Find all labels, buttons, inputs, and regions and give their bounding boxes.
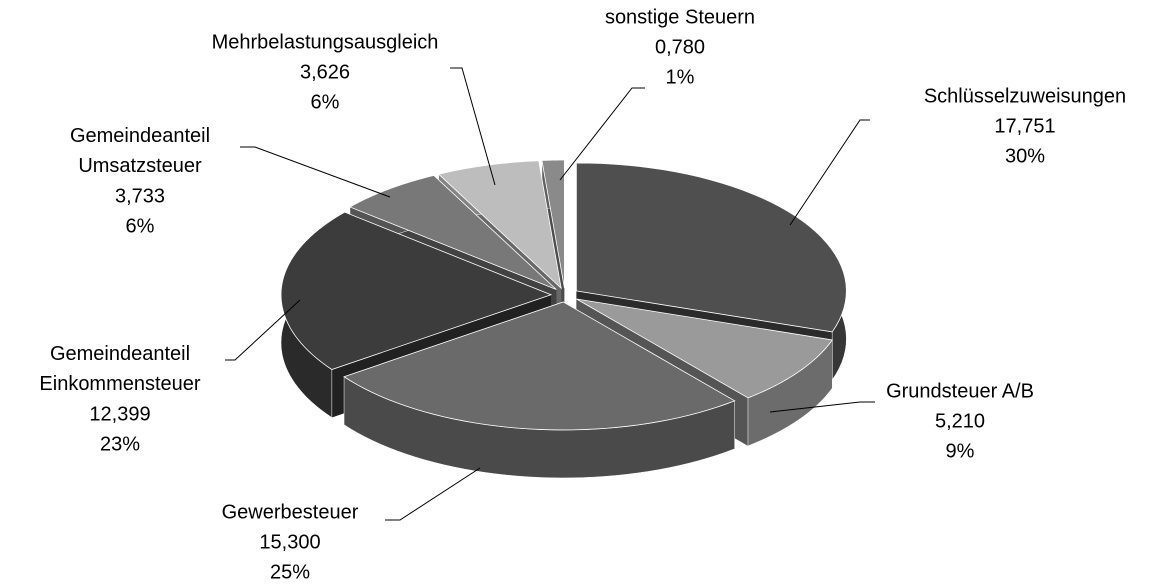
leader-line bbox=[225, 299, 301, 361]
value-label: 15,300 bbox=[259, 531, 320, 553]
percent-label: 25% bbox=[270, 561, 310, 583]
value-label: 5,210 bbox=[935, 410, 985, 432]
value-label: 3,733 bbox=[115, 185, 165, 207]
slice bbox=[280, 211, 553, 370]
slice bbox=[437, 160, 562, 290]
percent-label: 1% bbox=[666, 66, 695, 88]
category-label: Mehrbelastungsausgleich bbox=[212, 31, 439, 53]
slice bbox=[343, 301, 736, 431]
slice bbox=[541, 159, 565, 289]
percent-label: 30% bbox=[1005, 145, 1045, 167]
leader-line bbox=[559, 87, 645, 181]
percent-label: 6% bbox=[126, 215, 155, 237]
slice-tops bbox=[280, 159, 847, 431]
leader-line bbox=[789, 119, 870, 226]
value-label: 17,751 bbox=[994, 115, 1055, 137]
category-label: Grundsteuer A/B bbox=[886, 380, 1034, 402]
leader-line bbox=[385, 467, 481, 521]
category-label: Schlüsselzuweisungen bbox=[924, 85, 1126, 107]
leader-line bbox=[450, 67, 496, 186]
leader-line bbox=[240, 146, 391, 198]
category-label: Gemeindeanteil Einkommensteuer bbox=[39, 343, 201, 395]
slice bbox=[349, 175, 557, 290]
category-label: Gewerbesteuer bbox=[222, 501, 359, 523]
percent-label: 6% bbox=[311, 91, 340, 113]
leader-line bbox=[769, 401, 875, 413]
value-label: 3,626 bbox=[300, 61, 350, 83]
percent-label: 9% bbox=[946, 440, 975, 462]
value-label: 0,780 bbox=[655, 36, 705, 58]
value-label: 12,399 bbox=[89, 403, 150, 425]
category-label: sonstige Steuern bbox=[605, 6, 755, 28]
percent-label: 23% bbox=[100, 433, 140, 455]
slice bbox=[576, 298, 834, 399]
category-label: Gemeindeanteil Umsatzsteuer bbox=[70, 125, 210, 177]
